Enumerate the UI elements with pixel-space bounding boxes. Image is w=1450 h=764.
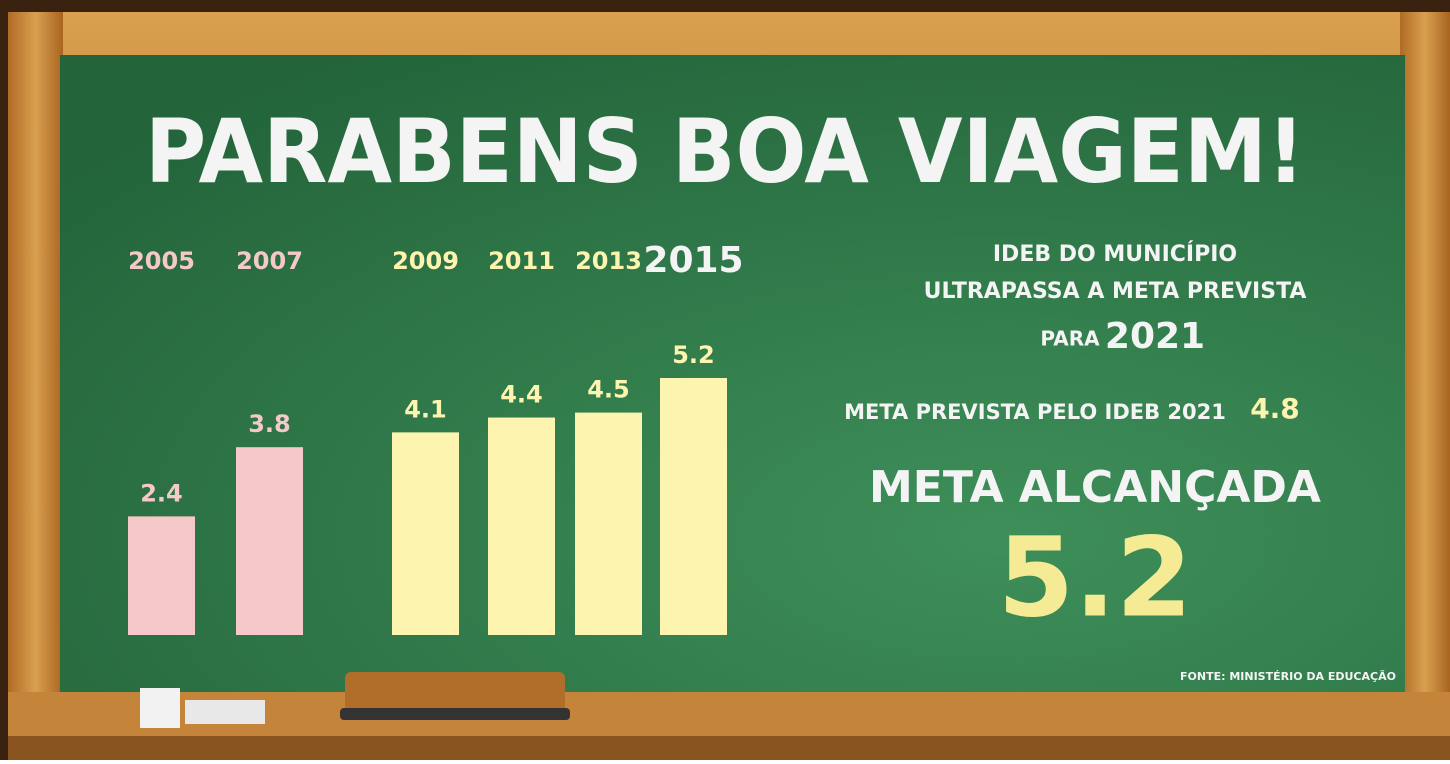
annotation: IDEB DO MUNICÍPIO <box>993 241 1237 267</box>
frame-left <box>8 12 63 712</box>
chalk <box>140 688 180 728</box>
x-tick-label: 2005 <box>128 247 195 275</box>
x-tick-label: 2011 <box>488 247 555 275</box>
x-tick-label: 2007 <box>236 247 303 275</box>
bar <box>660 378 727 635</box>
bar <box>392 432 459 635</box>
tray-edge <box>8 736 1450 760</box>
x-tick-label: 2015 <box>643 240 743 281</box>
value-label: 2.4 <box>140 479 183 507</box>
annotation: 5.2 <box>998 513 1193 641</box>
value-label: 4.4 <box>500 381 543 409</box>
bar <box>488 418 555 635</box>
eraser <box>345 672 565 712</box>
chalkboard: PARABENS BOA VIAGEM! IDEB DO MUNICÍPIO U… <box>0 0 1450 760</box>
source: FONTE: MINISTÉRIO DA EDUCAÇÃO <box>1180 670 1396 683</box>
annotation: 2021 <box>1105 316 1205 357</box>
annotation: PARA <box>1040 327 1100 351</box>
value-label: 4.5 <box>587 376 630 404</box>
x-tick-label: 2009 <box>392 247 459 275</box>
annotation: ULTRAPASSA A META PREVISTA <box>924 279 1307 304</box>
annotation: 4.8 <box>1250 392 1300 425</box>
bar <box>236 447 303 635</box>
eraser-felt <box>340 708 570 720</box>
annotation: META ALCANÇADA <box>869 462 1321 513</box>
value-label: 4.1 <box>404 395 447 423</box>
annotation: META PREVISTA PELO IDEB 2021 <box>844 400 1226 424</box>
chart-title: PARABENS BOA VIAGEM! <box>145 100 1305 203</box>
bar <box>575 413 642 635</box>
chalk <box>185 700 265 724</box>
bar <box>128 516 195 635</box>
value-label: 3.8 <box>248 410 291 438</box>
x-tick-label: 2013 <box>575 247 642 275</box>
value-label: 5.2 <box>672 341 715 369</box>
frame-right <box>1400 12 1450 712</box>
